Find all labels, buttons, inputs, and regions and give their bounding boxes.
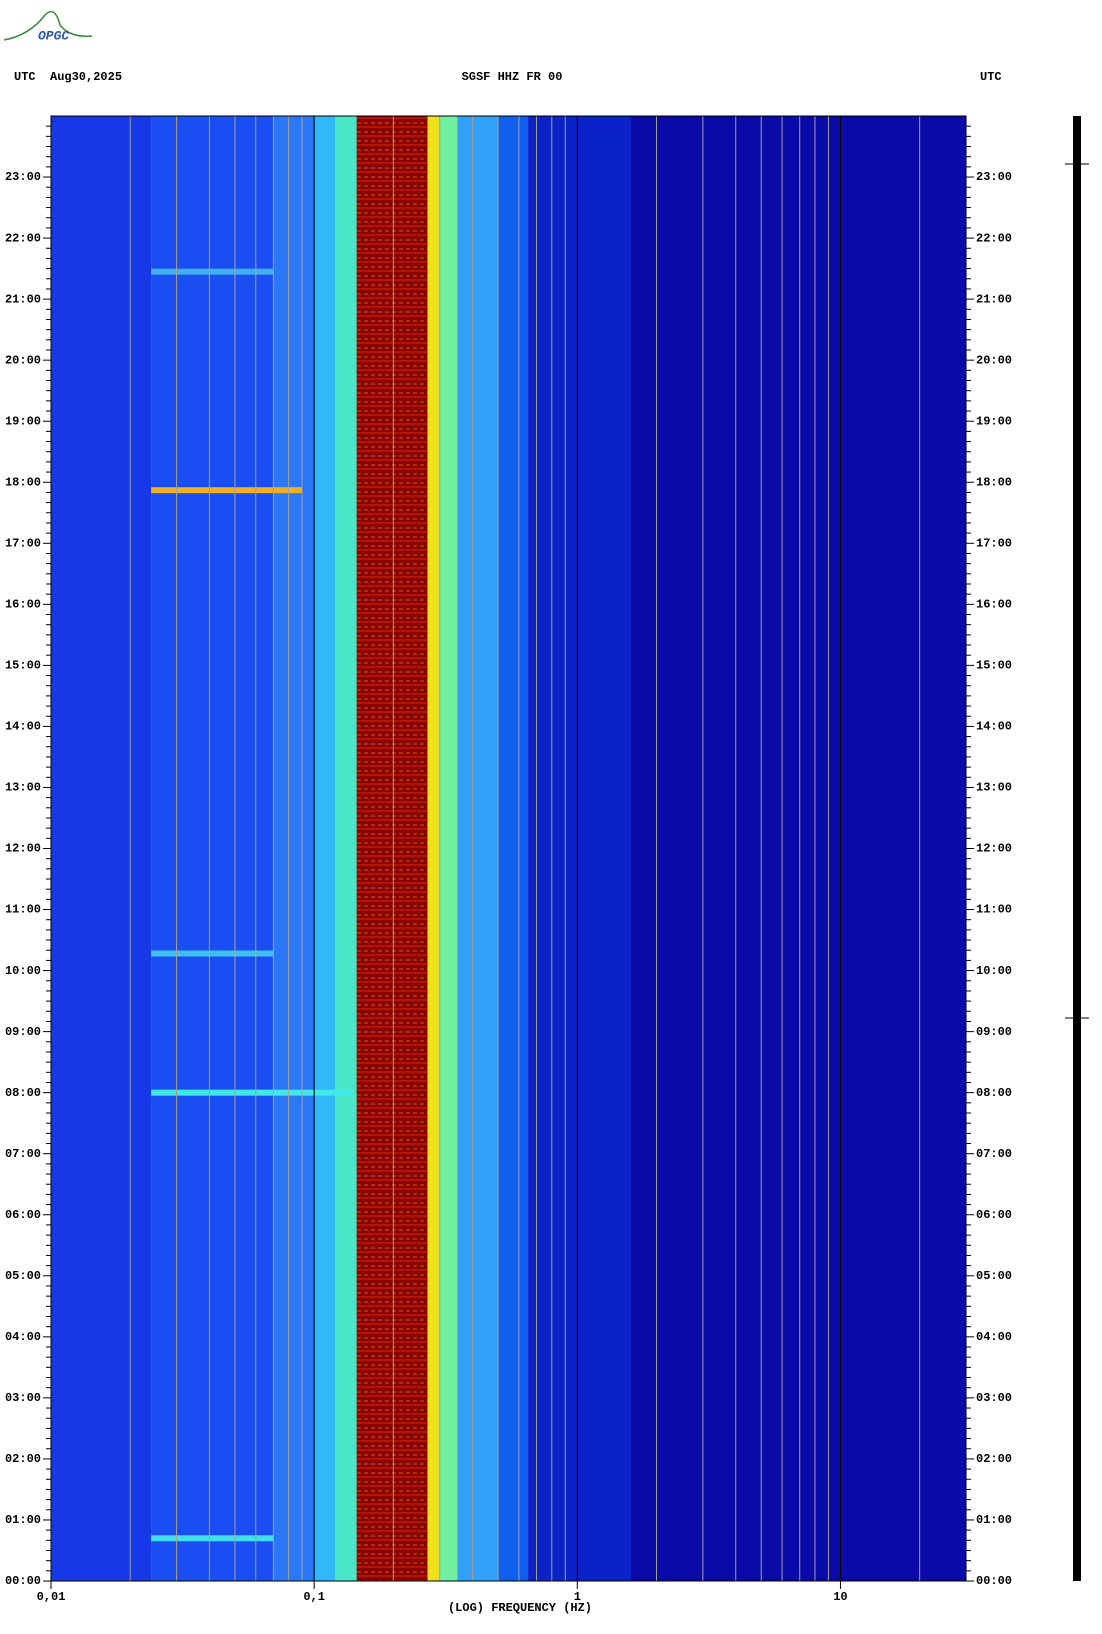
spectrum-band <box>528 116 632 1581</box>
y-tick-label: 05:00 <box>976 1269 1012 1283</box>
logo-mark <box>3 10 93 41</box>
y-tick-label: 13:00 <box>5 781 41 795</box>
spectrum-band <box>151 116 274 1581</box>
spectrum-band <box>439 116 458 1581</box>
header-right: UTC <box>980 70 1002 84</box>
seismogram <box>1065 116 1089 1581</box>
y-tick-label: 12:00 <box>976 842 1012 856</box>
y-tick-label: 03:00 <box>976 1391 1012 1405</box>
trace <box>1073 116 1081 1581</box>
y-tick-label: 16:00 <box>5 598 41 612</box>
y-tick-label: 06:00 <box>5 1208 41 1222</box>
spectrum-band <box>427 116 440 1581</box>
y-tick-label: 12:00 <box>5 842 41 856</box>
x-axis-label: (LOG) FREQUENCY (HZ) <box>448 1601 592 1615</box>
y-tick-label: 20:00 <box>5 353 41 367</box>
y-tick-label: 11:00 <box>5 903 41 917</box>
y-tick-label: 05:00 <box>5 1269 41 1283</box>
y-tick-label: 01:00 <box>5 1513 41 1527</box>
y-tick-label: 00:00 <box>5 1574 41 1588</box>
y-tick-label: 21:00 <box>5 292 41 306</box>
spectrum-band <box>457 116 499 1581</box>
y-tick-label: 18:00 <box>5 475 41 489</box>
y-tick-label: 09:00 <box>5 1025 41 1039</box>
y-tick-label: 02:00 <box>976 1452 1012 1466</box>
y-tick-label: 20:00 <box>976 353 1012 367</box>
y-tick-label: 04:00 <box>5 1330 41 1344</box>
event-streak <box>151 268 274 275</box>
y-tick-label: 14:00 <box>976 720 1012 734</box>
y-tick-label: 07:00 <box>976 1147 1012 1161</box>
y-tick-label: 09:00 <box>976 1025 1012 1039</box>
texture <box>356 116 428 1581</box>
y-tick-label: 23:00 <box>5 170 41 184</box>
y-tick-label: 13:00 <box>976 781 1012 795</box>
spectrum-band <box>498 116 529 1581</box>
x-tick-label: 10 <box>833 1590 847 1604</box>
y-tick-label: 03:00 <box>5 1391 41 1405</box>
y-tick-label: 10:00 <box>5 964 41 978</box>
event-streak <box>151 1089 353 1096</box>
y-tick-label: 18:00 <box>976 475 1012 489</box>
header-left: UTC Aug30,2025 <box>14 70 122 84</box>
x-tick-label: 0,1 <box>303 1590 325 1604</box>
y-tick-label: 22:00 <box>5 231 41 245</box>
y-tick-label: 00:00 <box>976 1574 1012 1588</box>
y-tick-label: 04:00 <box>976 1330 1012 1344</box>
spectrum-band <box>51 116 152 1581</box>
y-tick-label: 17:00 <box>5 536 41 550</box>
spectrum-band <box>314 116 335 1581</box>
y-tick-label: 19:00 <box>976 414 1012 428</box>
y-tick-label: 07:00 <box>5 1147 41 1161</box>
y-tick-label: 08:00 <box>976 1086 1012 1100</box>
spectrum-band <box>273 116 315 1581</box>
y-tick-label: 16:00 <box>976 598 1012 612</box>
y-tick-label: 21:00 <box>976 292 1012 306</box>
plot-frame <box>50 115 967 1582</box>
y-tick-label: 02:00 <box>5 1452 41 1466</box>
chart-title: SGSF HHZ FR 00 <box>462 70 563 84</box>
y-tick-label: 10:00 <box>976 964 1012 978</box>
spectrum-band <box>631 116 966 1581</box>
x-tick-label: 0,01 <box>37 1590 66 1604</box>
y-tick-label: 06:00 <box>976 1208 1012 1222</box>
x-tick-label: 1 <box>574 1590 581 1604</box>
y-tick-label: 08:00 <box>5 1086 41 1100</box>
event-streak <box>151 487 303 494</box>
y-tick-label: 15:00 <box>5 659 41 673</box>
y-tick-label: 11:00 <box>976 903 1012 917</box>
event-streak <box>151 1535 274 1542</box>
y-tick-label: 22:00 <box>976 231 1012 245</box>
y-tick-label: 14:00 <box>5 720 41 734</box>
spectrum-band <box>334 116 357 1581</box>
plot: 0,01 0,1 1 10 00:00 00:00 01:00 01:00 02:00 02:00… <box>5 115 1012 1604</box>
y-tick-label: 17:00 <box>976 536 1012 550</box>
y-tick-label: 01:00 <box>976 1513 1012 1527</box>
y-tick-label: 23:00 <box>976 170 1012 184</box>
y-tick-label: 15:00 <box>976 659 1012 673</box>
event-streak <box>151 950 274 957</box>
logo: OPGC <box>38 28 69 43</box>
y-tick-label: 19:00 <box>5 414 41 428</box>
